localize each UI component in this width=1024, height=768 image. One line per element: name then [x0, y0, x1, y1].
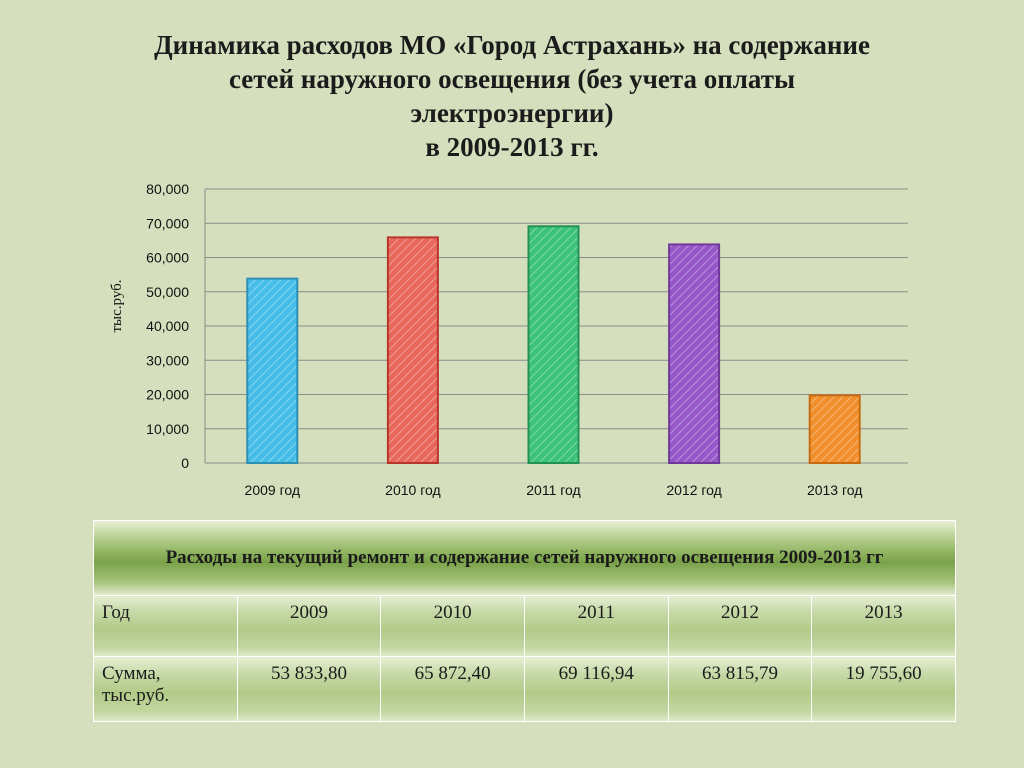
title-line-4: в 2009-2013 гг. — [425, 132, 599, 162]
cell-sum-2012: 63 815,79 — [667, 656, 813, 722]
y-tick-label: 70,000 — [146, 215, 189, 231]
y-tick-label: 30,000 — [146, 352, 189, 368]
y-tick-label: 80,000 — [146, 181, 189, 197]
bar — [527, 225, 580, 464]
cell-year-label: Год — [93, 595, 238, 657]
table-header-row: Расходы на текущий ремонт и содержание с… — [93, 520, 956, 596]
expenses-table: Расходы на текущий ремонт и содержание с… — [93, 520, 956, 722]
x-tick-label: 2009 год — [245, 482, 300, 498]
bar — [808, 394, 861, 464]
title-line-3: электроэнергии) — [410, 98, 614, 128]
cell-year-2010: 2010 — [380, 595, 525, 657]
cell-sum-2011: 69 116,94 — [523, 656, 669, 722]
cell-year-2012: 2012 — [667, 595, 813, 657]
title-line-1: Динамика расходов МО «Город Астрахань» н… — [154, 30, 870, 60]
slide-title: Динамика расходов МО «Город Астрахань» н… — [40, 28, 984, 164]
cell-year-2009: 2009 — [236, 595, 382, 657]
y-axis-ticks: 0 10,000 20,000 30,000 40,000 50,000 60,000 70,… — [146, 181, 189, 471]
bars — [246, 225, 861, 464]
x-tick-label: 2012 год — [666, 482, 721, 498]
table-row-sum: Сумма, тыс.руб. 53 833,80 65 872,40 69 1… — [93, 656, 956, 722]
y-axis-label: тыс.руб. — [109, 279, 125, 332]
bar-chart: 0 10,000 20,000 30,000 40,000 50,000 60,000 70,… — [109, 181, 908, 498]
bar — [668, 243, 721, 464]
y-tick-label: 20,000 — [146, 387, 189, 403]
x-tick-label: 2010 год — [385, 482, 440, 498]
cell-year-2011: 2011 — [523, 595, 669, 657]
cell-sum-2013: 19 755,60 — [811, 656, 956, 722]
x-tick-label: 2011 год — [526, 482, 580, 498]
cell-sum-label: Сумма, тыс.руб. — [93, 656, 238, 722]
table-row-year: Год 2009 2010 2011 2012 2013 — [93, 595, 956, 657]
y-tick-label: 60,000 — [146, 250, 189, 266]
title-line-2: сетей наружного освещения (без учета опл… — [228, 64, 796, 94]
y-tick-label: 40,000 — [146, 318, 189, 334]
x-tick-label: 2013 год — [807, 482, 862, 498]
y-tick-label: 0 — [181, 455, 189, 471]
table-header: Расходы на текущий ремонт и содержание с… — [93, 520, 956, 596]
x-axis-ticks: 2009 год 2010 год 2011 год 2012 год 2013 год — [245, 482, 863, 498]
y-tick-label: 50,000 — [146, 284, 189, 300]
y-tick-label: 10,000 — [146, 421, 189, 437]
cell-sum-2009: 53 833,80 — [236, 656, 382, 722]
bar — [246, 277, 299, 464]
cell-sum-2010: 65 872,40 — [380, 656, 525, 722]
cell-year-2013: 2013 — [811, 595, 956, 657]
bar — [386, 236, 439, 464]
